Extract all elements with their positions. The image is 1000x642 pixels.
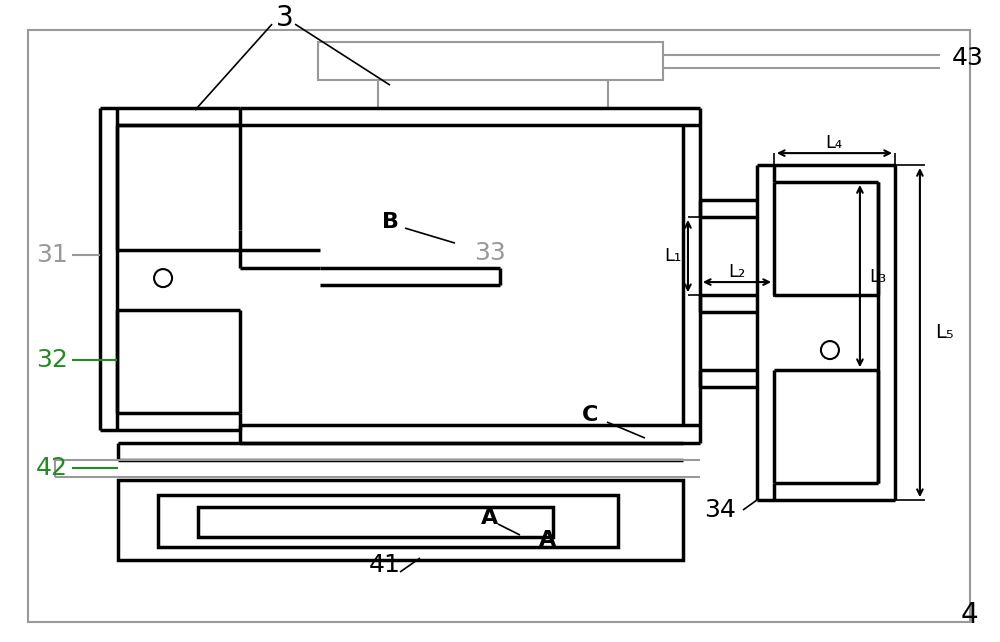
Bar: [198, 507, 553, 537]
Text: 34: 34: [704, 498, 736, 522]
Text: B: B: [382, 212, 399, 232]
Text: 43: 43: [952, 46, 984, 70]
Text: L₂: L₂: [728, 263, 746, 281]
Text: 41: 41: [369, 553, 401, 577]
Circle shape: [154, 269, 172, 287]
Bar: [378, 80, 608, 108]
Bar: [118, 480, 683, 560]
Text: L₅: L₅: [936, 322, 954, 342]
Text: 31: 31: [36, 243, 68, 267]
Bar: [158, 495, 618, 547]
Text: 3: 3: [276, 4, 294, 32]
Text: 42: 42: [36, 456, 68, 480]
Text: 33: 33: [474, 241, 506, 265]
Text: C: C: [582, 405, 598, 425]
Text: 4: 4: [961, 601, 979, 629]
Text: L₁: L₁: [664, 247, 682, 265]
Bar: [318, 42, 663, 80]
Text: L₃: L₃: [869, 268, 886, 286]
Text: L₄: L₄: [825, 134, 842, 152]
Text: A: A: [539, 530, 557, 550]
Text: 32: 32: [36, 348, 68, 372]
Text: A: A: [481, 508, 499, 528]
Circle shape: [821, 341, 839, 359]
